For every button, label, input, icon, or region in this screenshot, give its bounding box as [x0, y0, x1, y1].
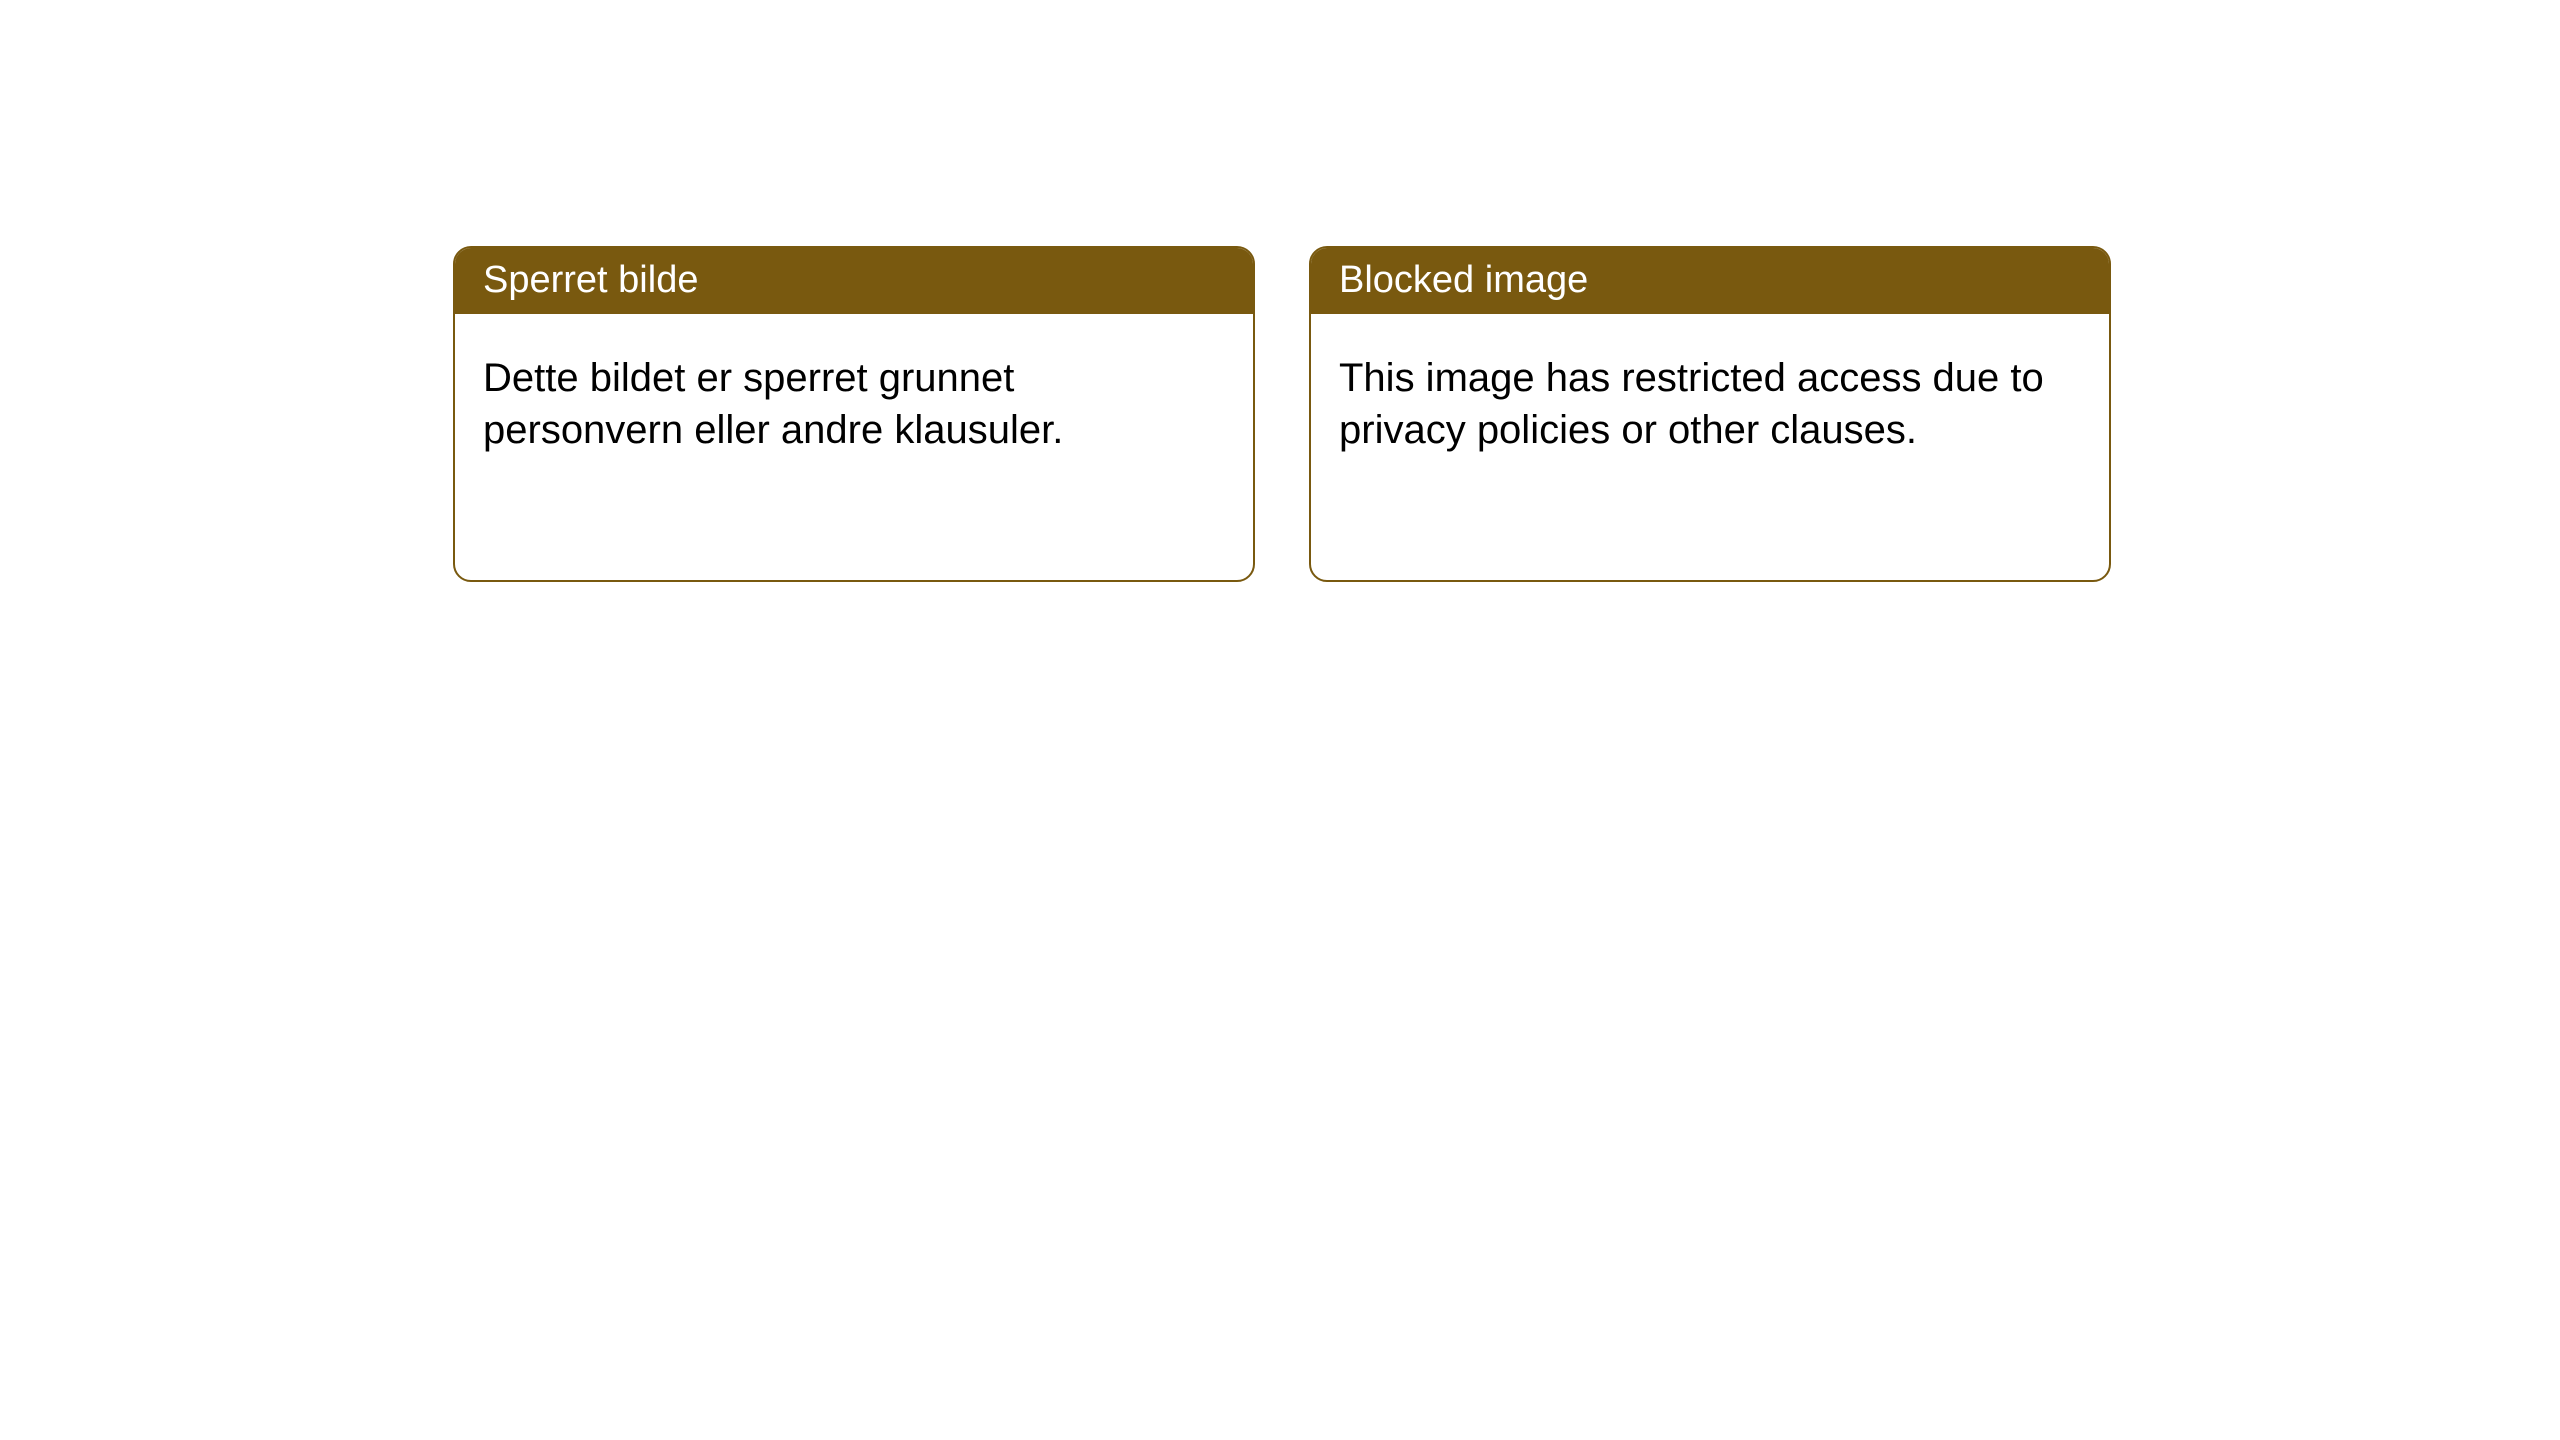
card-header: Blocked image [1311, 248, 2109, 314]
notice-card-norwegian: Sperret bilde Dette bildet er sperret gr… [453, 246, 1255, 582]
notice-container: Sperret bilde Dette bildet er sperret gr… [453, 246, 2111, 582]
notice-card-english: Blocked image This image has restricted … [1309, 246, 2111, 582]
card-header: Sperret bilde [455, 248, 1253, 314]
card-title: Blocked image [1339, 259, 1588, 301]
card-body: This image has restricted access due to … [1311, 314, 2109, 496]
card-title: Sperret bilde [483, 259, 698, 301]
card-message: This image has restricted access due to … [1339, 356, 2044, 453]
card-message: Dette bildet er sperret grunnet personve… [483, 356, 1063, 453]
card-body: Dette bildet er sperret grunnet personve… [455, 314, 1253, 496]
